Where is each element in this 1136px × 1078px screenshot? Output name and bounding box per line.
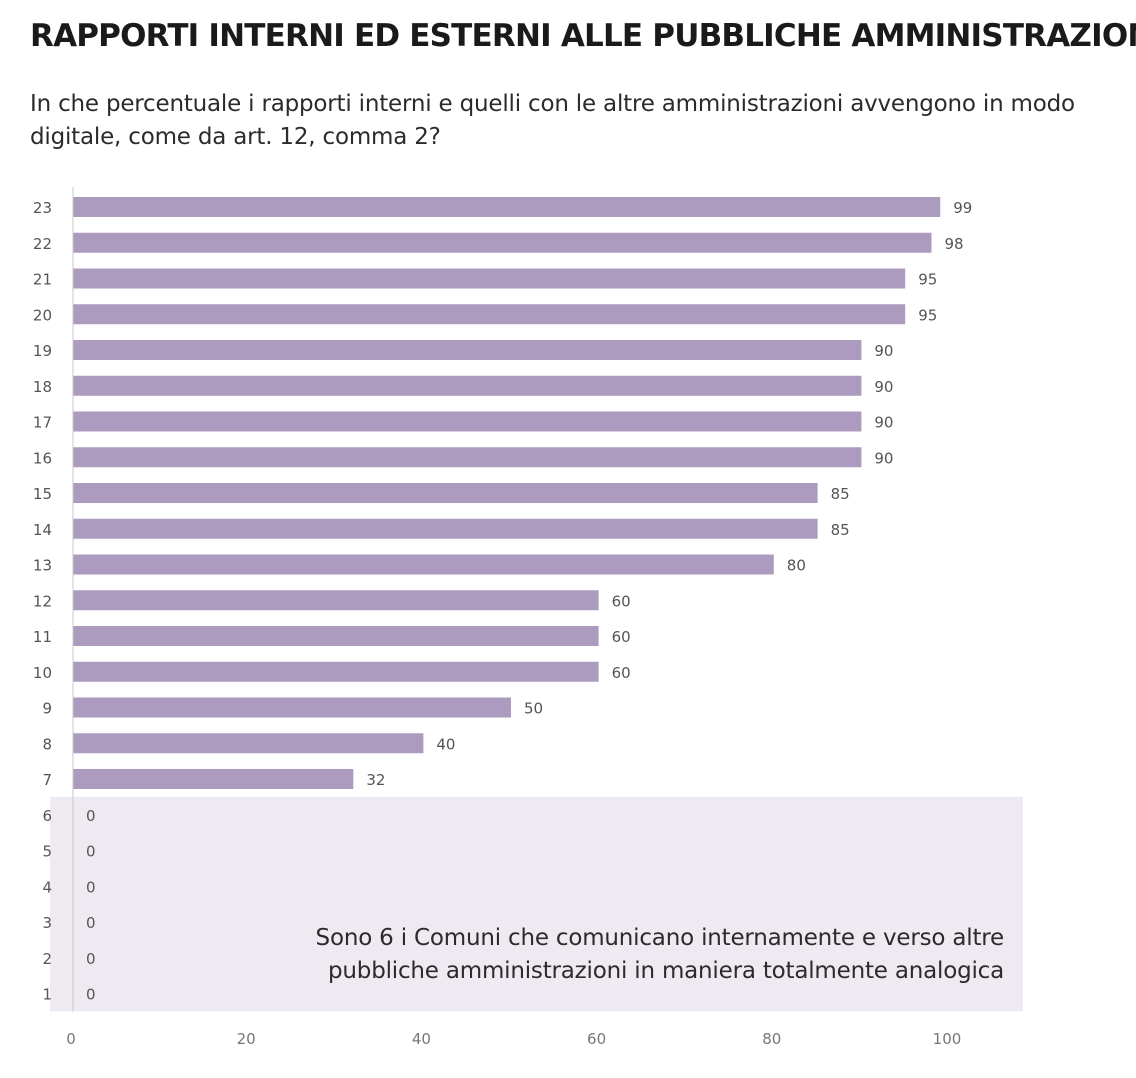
bar — [73, 661, 599, 682]
value-label: 0 — [86, 950, 96, 968]
category-label: 6 — [42, 807, 52, 825]
x-tick-label: 60 — [587, 1030, 606, 1048]
value-label: 60 — [612, 592, 631, 610]
bar — [73, 197, 941, 217]
bar — [73, 769, 354, 789]
category-label: 15 — [33, 485, 52, 503]
bar — [73, 590, 599, 611]
value-label: 95 — [918, 306, 937, 324]
category-label: 16 — [33, 449, 52, 467]
value-label: 0 — [86, 914, 96, 932]
category-label: 22 — [33, 235, 52, 253]
x-tick-label: 20 — [237, 1030, 256, 1048]
bar — [73, 375, 862, 396]
value-label: 90 — [874, 449, 893, 467]
bar — [73, 447, 862, 468]
category-label: 12 — [33, 592, 52, 610]
category-label: 1 — [42, 986, 52, 1004]
category-label: 13 — [33, 557, 52, 575]
bar — [73, 304, 906, 325]
category-label: 20 — [33, 306, 52, 324]
value-label: 99 — [953, 199, 972, 217]
bar — [73, 232, 932, 253]
category-label: 8 — [42, 735, 52, 753]
value-label: 85 — [831, 521, 850, 539]
value-label: 90 — [874, 378, 893, 396]
value-label: 0 — [86, 807, 96, 825]
category-label: 7 — [42, 771, 52, 789]
bar — [73, 483, 818, 503]
category-label: 2 — [42, 950, 52, 968]
category-label: 4 — [42, 878, 52, 896]
value-label: 60 — [612, 628, 631, 646]
category-label: 14 — [33, 521, 52, 539]
x-tick-label: 80 — [762, 1030, 781, 1048]
bar — [73, 626, 599, 646]
value-label: 0 — [86, 986, 96, 1004]
chart-title: RAPPORTI INTERNI ED ESTERNI ALLE PUBBLIC… — [30, 18, 1136, 54]
category-label: 10 — [33, 664, 52, 682]
value-label: 95 — [918, 271, 937, 289]
category-label: 19 — [33, 342, 52, 360]
x-tick-label: 100 — [933, 1030, 962, 1048]
bar — [73, 268, 906, 289]
bar — [73, 340, 862, 360]
value-label: 98 — [944, 235, 963, 253]
chart-subtitle: In che percentuale i rapporti interni e … — [30, 91, 1075, 150]
value-label: 90 — [874, 342, 893, 360]
zero-values-highlight-area — [50, 796, 1023, 1012]
value-label: 85 — [831, 485, 850, 503]
bar — [73, 518, 818, 539]
x-axis-ticks: 0 20 40 60 80 100 — [66, 1030, 961, 1048]
x-tick-label: 40 — [412, 1030, 431, 1048]
category-label: 21 — [33, 271, 52, 289]
category-label: 18 — [33, 378, 52, 396]
category-label: 5 — [42, 843, 52, 861]
bar — [73, 733, 424, 754]
bar — [73, 697, 511, 718]
value-label: 50 — [524, 700, 543, 718]
value-label: 0 — [86, 843, 96, 861]
category-label: 9 — [42, 700, 52, 718]
category-label: 17 — [33, 414, 52, 432]
value-label: 0 — [86, 878, 96, 896]
bar — [73, 554, 774, 575]
highlight-annotation: Sono 6 i Comuni che comunicano intername… — [315, 925, 1005, 984]
category-label: 23 — [33, 199, 52, 217]
bar — [73, 411, 862, 432]
value-label: 32 — [366, 771, 385, 789]
x-tick-label: 0 — [66, 1030, 76, 1048]
value-label: 90 — [874, 414, 893, 432]
value-label: 80 — [787, 557, 806, 575]
category-label: 11 — [33, 628, 52, 646]
value-label: 40 — [436, 735, 455, 753]
value-label: 60 — [612, 664, 631, 682]
category-label: 3 — [42, 914, 52, 932]
